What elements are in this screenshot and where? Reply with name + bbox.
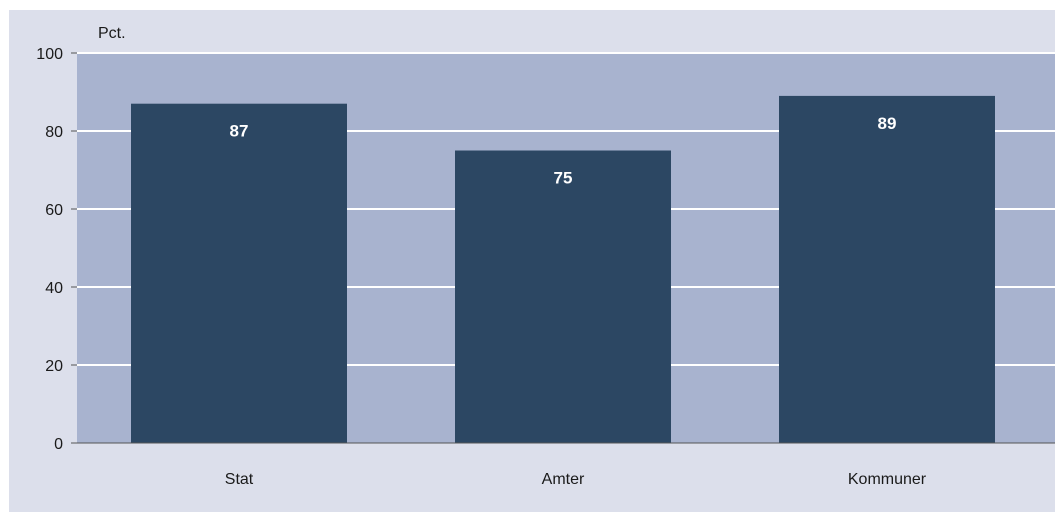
bar-value-label: 87 — [230, 122, 249, 141]
y-tick-label: 0 — [54, 436, 63, 453]
bar-kommuner — [779, 95, 995, 444]
category-label: Amter — [542, 471, 585, 488]
category-labels: Stat Amter Kommuner — [225, 471, 927, 488]
bar-stat — [131, 103, 347, 443]
category-label: Kommuner — [848, 471, 927, 488]
category-label: Stat — [225, 471, 254, 488]
y-axis-unit-label: Pct. — [98, 25, 126, 42]
y-tick-label: 80 — [45, 124, 63, 141]
y-tick-label: 40 — [45, 280, 63, 297]
y-tick-label: 20 — [45, 358, 63, 375]
bars: 87 75 89 — [131, 95, 995, 444]
bar-value-label: 75 — [554, 169, 573, 188]
y-axis-ticks: 0 20 40 60 80 100 — [36, 46, 77, 453]
y-tick-label: 60 — [45, 202, 63, 219]
y-tick-label: 100 — [36, 46, 63, 63]
bar-amter — [455, 150, 671, 443]
bar-value-label: 89 — [878, 114, 897, 133]
